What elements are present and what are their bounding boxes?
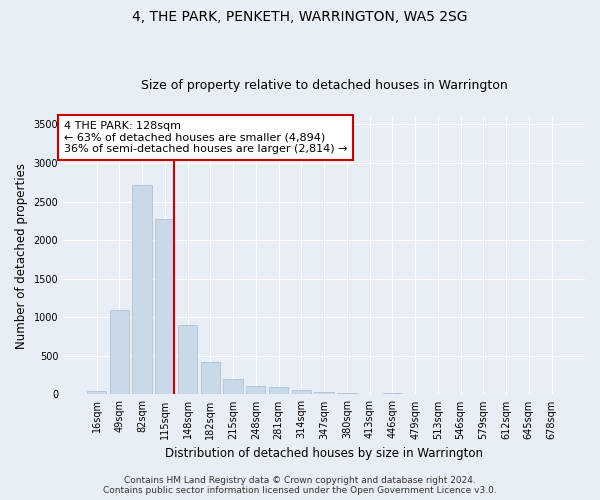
- Bar: [133, 184, 152, 394]
- Bar: [269, 387, 288, 394]
- Bar: [200, 362, 220, 394]
- Bar: [246, 386, 265, 394]
- Bar: [110, 310, 129, 394]
- Text: Contains HM Land Registry data © Crown copyright and database right 2024.
Contai: Contains HM Land Registry data © Crown c…: [103, 476, 497, 495]
- X-axis label: Distribution of detached houses by size in Warrington: Distribution of detached houses by size …: [165, 447, 483, 460]
- Text: 4 THE PARK: 128sqm
← 63% of detached houses are smaller (4,894)
36% of semi-deta: 4 THE PARK: 128sqm ← 63% of detached hou…: [64, 121, 347, 154]
- Bar: [337, 393, 356, 394]
- Bar: [292, 390, 311, 394]
- Bar: [314, 392, 334, 394]
- Text: 4, THE PARK, PENKETH, WARRINGTON, WA5 2SG: 4, THE PARK, PENKETH, WARRINGTON, WA5 2S…: [132, 10, 468, 24]
- Bar: [155, 220, 175, 394]
- Bar: [223, 379, 243, 394]
- Bar: [87, 390, 106, 394]
- Y-axis label: Number of detached properties: Number of detached properties: [15, 162, 28, 348]
- Bar: [178, 325, 197, 394]
- Title: Size of property relative to detached houses in Warrington: Size of property relative to detached ho…: [141, 79, 508, 92]
